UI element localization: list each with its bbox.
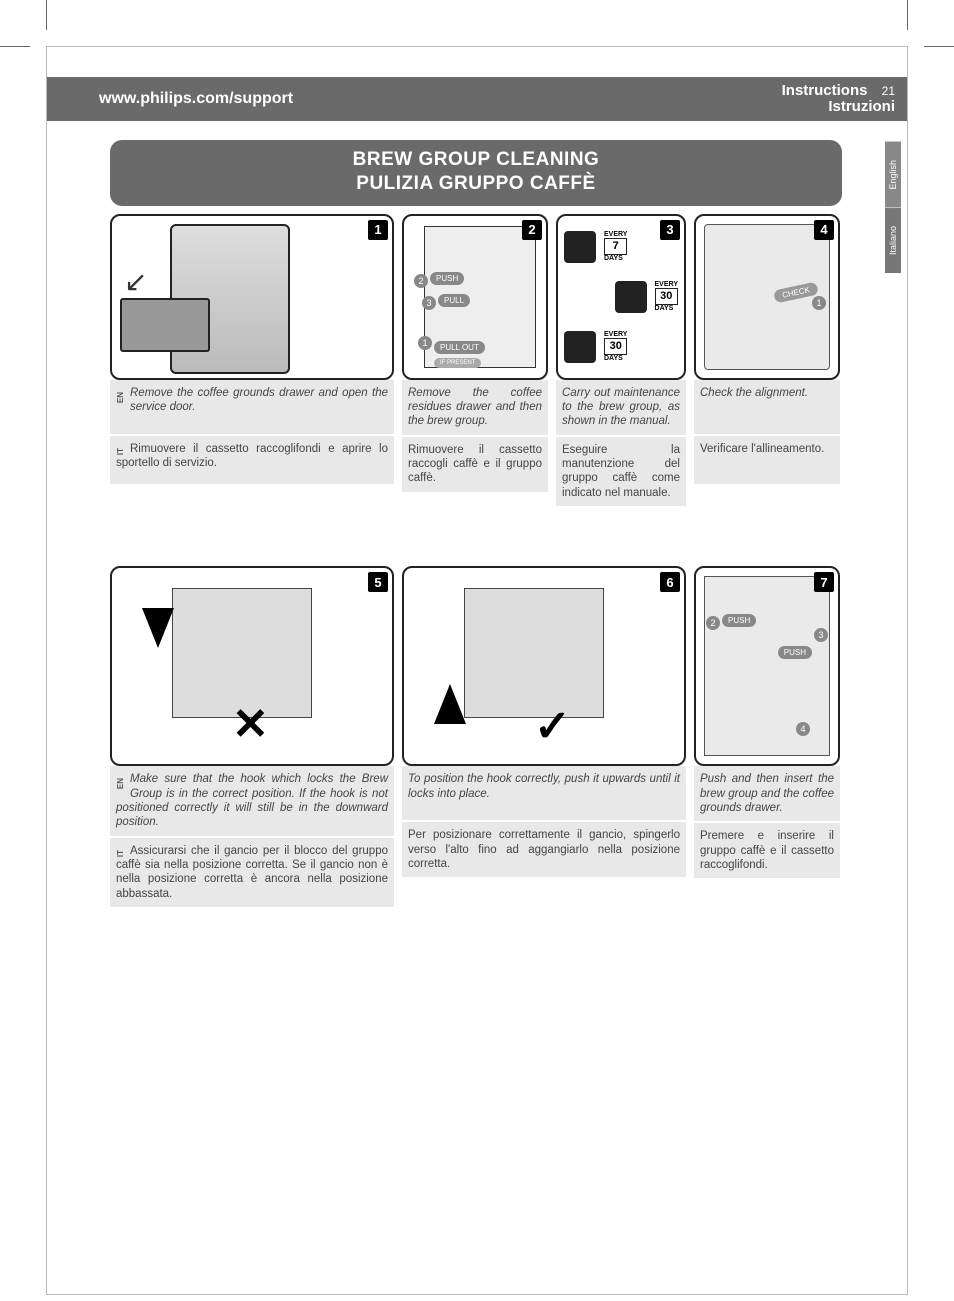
step-6-caption-it: Per posizionare correttamente il gancio,… xyxy=(402,822,686,877)
side-language-tabs: English Italiano xyxy=(885,142,907,273)
step-badge: 6 xyxy=(660,572,680,592)
pullout-label: PULL OUT xyxy=(434,341,485,354)
lubricate-icon xyxy=(615,281,647,313)
step-badge: 5 xyxy=(368,572,388,592)
step-5-caption-it: ITAssicurarsi che il gancio per il blocc… xyxy=(110,838,394,908)
steps-row-1: ↙ 1 ENRemove the coffee grounds drawer a… xyxy=(110,214,842,507)
clean-icon xyxy=(564,331,596,363)
step-3: EVERY 7 DAYS EVERY 30 DAYS xyxy=(556,214,686,507)
header-bar: www.philips.com/support Instructions 21 … xyxy=(47,77,907,121)
page-number: 21 xyxy=(882,84,895,98)
step-6: ✓ 6 To position the hook correctly, push… xyxy=(402,566,686,907)
step-7-caption-it: Premere e inserire il gruppo caffè e il … xyxy=(694,823,840,878)
step-badge: 2 xyxy=(522,220,542,240)
header-titles: Instructions 21 Istruzioni xyxy=(782,83,895,116)
step-2-caption-it: Rimuovere il cassetto raccogli caffè e i… xyxy=(402,437,548,492)
step-5: ✕ 5 ENMake sure that the hook which lock… xyxy=(110,566,394,907)
header-title-it: Istruzioni xyxy=(828,98,895,115)
step-3-diagram: EVERY 7 DAYS EVERY 30 DAYS xyxy=(556,214,686,380)
step-3-caption-it: Eseguire la manutenzione del gruppo caff… xyxy=(556,437,686,507)
step-4-diagram: CHECK 1 4 xyxy=(694,214,840,380)
step-6-diagram: ✓ 6 xyxy=(402,566,686,766)
check-mark-icon: ✓ xyxy=(534,701,571,752)
step-3-caption-en: Carry out maintenance to the brew group,… xyxy=(556,380,686,435)
step-badge: 7 xyxy=(814,572,834,592)
cross-icon: ✕ xyxy=(232,699,269,750)
step-6-caption-en: To position the hook correctly, push it … xyxy=(402,766,686,820)
pull-label: PULL xyxy=(438,294,470,307)
step-5-caption-en: ENMake sure that the hook which locks th… xyxy=(110,766,394,836)
step-4: CHECK 1 4 Check the alignment. Verificar… xyxy=(694,214,840,507)
step-2-diagram: 2 PUSH 3 PULL 1 PULL OUT IF PRESENT 2 xyxy=(402,214,548,380)
step-2: 2 PUSH 3 PULL 1 PULL OUT IF PRESENT 2 Re… xyxy=(402,214,548,507)
section-title-en: BREW GROUP CLEANING xyxy=(353,149,600,170)
step-1-diagram: ↙ 1 xyxy=(110,214,394,380)
push-label: PUSH xyxy=(722,614,756,627)
content-area: BREW GROUP CLEANING PULIZIA GRUPPO CAFFÈ… xyxy=(110,140,842,907)
step-5-diagram: ✕ 5 xyxy=(110,566,394,766)
arrow-icon: ↙ xyxy=(124,265,147,298)
push-label: PUSH xyxy=(430,272,464,285)
maintenance-30days-b: EVERY 30 DAYS xyxy=(564,331,678,363)
maintenance-30days-a: EVERY 30 DAYS xyxy=(564,281,678,313)
step-7-diagram: 2 PUSH 3 PUSH 4 7 xyxy=(694,566,840,766)
down-arrow-icon xyxy=(142,608,174,648)
step-2-caption-en: Remove the coffee residues drawer and th… xyxy=(402,380,548,435)
side-tab-italiano: Italiano xyxy=(885,208,901,273)
header-title-en: Instructions xyxy=(782,82,868,99)
up-arrow-icon xyxy=(434,684,466,724)
section-title: BREW GROUP CLEANING PULIZIA GRUPPO CAFFÈ xyxy=(110,140,842,206)
step-7: 2 PUSH 3 PUSH 4 7 Push and then insert t… xyxy=(694,566,840,907)
ifpresent-label: IF PRESENT xyxy=(434,358,481,368)
step-4-caption-it: Verificare l'allineamento. xyxy=(694,436,840,484)
step-badge: 4 xyxy=(814,220,834,240)
step-1-caption-it: ITRimuovere il cassetto raccoglifondi e … xyxy=(110,436,394,484)
step-1-caption-en: ENRemove the coffee grounds drawer and o… xyxy=(110,380,394,434)
header-url: www.philips.com/support xyxy=(99,90,782,108)
step-7-caption-en: Push and then insert the brew group and … xyxy=(694,766,840,821)
step-4-caption-en: Check the alignment. xyxy=(694,380,840,434)
step-badge: 3 xyxy=(660,220,680,240)
section-title-it: PULIZIA GRUPPO CAFFÈ xyxy=(356,173,595,194)
steps-row-2: ✕ 5 ENMake sure that the hook which lock… xyxy=(110,566,842,907)
push-label-2: PUSH xyxy=(778,646,812,659)
rinse-icon xyxy=(564,231,596,263)
step-1: ↙ 1 ENRemove the coffee grounds drawer a… xyxy=(110,214,394,507)
step-badge: 1 xyxy=(368,220,388,240)
side-tab-english: English xyxy=(885,142,901,208)
